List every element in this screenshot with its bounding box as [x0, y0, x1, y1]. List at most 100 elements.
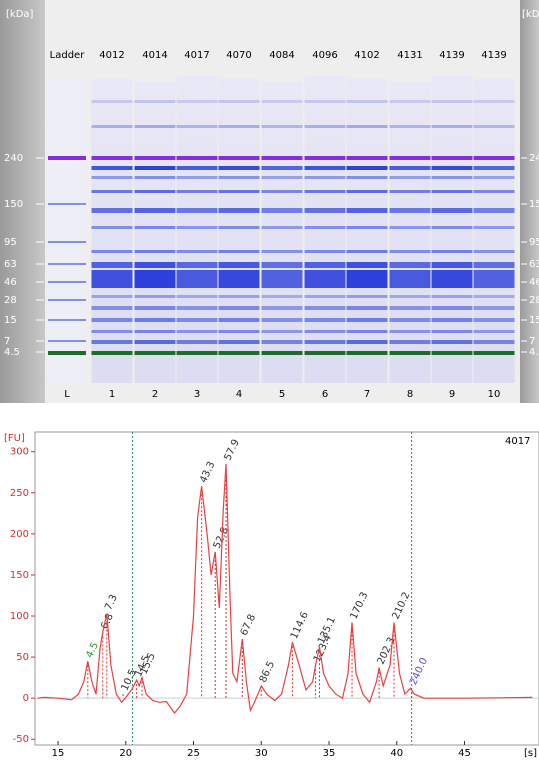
band [261, 226, 303, 229]
band [218, 156, 260, 160]
band [431, 226, 473, 229]
band [91, 318, 133, 322]
band [431, 270, 473, 288]
band [389, 318, 431, 322]
band [176, 250, 218, 253]
band [134, 318, 176, 322]
y-axis-label: [FU] [4, 433, 25, 444]
band [261, 176, 303, 179]
band [176, 318, 218, 322]
size-tick-label: 63 [529, 259, 539, 270]
band [304, 190, 346, 193]
band [431, 318, 473, 322]
size-tick-label: 150 [529, 199, 539, 210]
x-tick-label: 45 [458, 748, 471, 759]
band [261, 166, 303, 170]
band [304, 208, 346, 213]
band [304, 250, 346, 253]
band [134, 295, 176, 298]
band [218, 270, 260, 288]
band [91, 306, 133, 310]
band [346, 176, 388, 179]
band [389, 166, 431, 170]
lane-header: 4070 [226, 50, 251, 61]
size-tick-label: 63 [4, 259, 17, 270]
band [431, 208, 473, 213]
band [473, 226, 515, 229]
lane-number: 4 [236, 389, 242, 400]
band [431, 100, 473, 103]
band [91, 270, 133, 288]
size-tick-label: 46 [529, 277, 539, 288]
band [473, 330, 515, 333]
band [261, 295, 303, 298]
band [134, 208, 176, 213]
size-tick-label: 7 [529, 336, 535, 347]
band [389, 295, 431, 298]
band [134, 270, 176, 288]
band [431, 190, 473, 193]
band [473, 176, 515, 179]
band [176, 166, 218, 170]
size-tick-label: 15 [529, 315, 539, 326]
lane [218, 79, 260, 383]
band [389, 125, 431, 128]
band [91, 340, 133, 344]
band [346, 208, 388, 213]
band [389, 250, 431, 253]
band [261, 125, 303, 128]
band [261, 250, 303, 253]
band [304, 226, 346, 229]
band [346, 190, 388, 193]
band [134, 125, 176, 128]
y-tick-label: 150 [10, 570, 29, 581]
band [218, 340, 260, 344]
band [346, 330, 388, 333]
band [304, 262, 346, 268]
band [134, 330, 176, 333]
y-tick-label: 300 [10, 447, 29, 458]
band [473, 208, 515, 213]
band [176, 125, 218, 128]
lane [431, 76, 473, 383]
lane [304, 76, 346, 383]
band [218, 306, 260, 310]
x-tick-label: 40 [390, 748, 403, 759]
band [91, 295, 133, 298]
band [218, 250, 260, 253]
band [218, 318, 260, 322]
band [261, 351, 303, 355]
size-tick-label: 28 [529, 295, 539, 306]
gel-side [520, 0, 539, 403]
band [346, 351, 388, 355]
band [91, 100, 133, 103]
size-tick-label: 95 [529, 237, 539, 248]
band [389, 306, 431, 310]
y-tick-label: 250 [10, 488, 29, 499]
band [176, 100, 218, 103]
plot-frame [34, 431, 539, 746]
band [91, 208, 133, 213]
units-label: [kDa] [522, 9, 539, 20]
band [176, 262, 218, 268]
band [261, 190, 303, 193]
band [304, 166, 346, 170]
band [473, 250, 515, 253]
band [473, 351, 515, 355]
band [431, 306, 473, 310]
lane-header: Ladder [50, 50, 86, 61]
size-tick-label: 4.5 [529, 347, 539, 358]
band [218, 330, 260, 333]
band [304, 330, 346, 333]
lane [346, 79, 388, 383]
band [134, 250, 176, 253]
band [261, 318, 303, 322]
band [346, 156, 388, 160]
band [176, 270, 218, 288]
y-tick-label: 200 [10, 529, 29, 540]
band [431, 295, 473, 298]
lane-number: 8 [407, 389, 413, 400]
sample-label: 4017 [505, 436, 530, 447]
band [91, 176, 133, 179]
band [176, 340, 218, 344]
